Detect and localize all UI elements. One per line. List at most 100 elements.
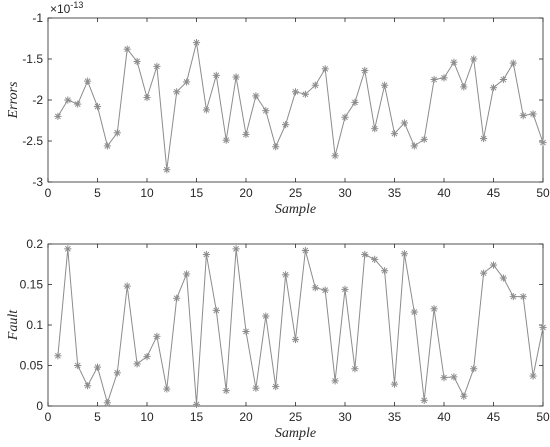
fault-data-point [232, 245, 240, 253]
errors-y-tick-label: -3 [32, 175, 43, 189]
errors-data-point [301, 90, 309, 98]
fault-x-tick-label: 5 [94, 410, 101, 424]
errors-data-point [311, 81, 319, 89]
errors-data-point [371, 125, 379, 133]
fault-data-point [450, 373, 458, 381]
fault-data-point [262, 312, 270, 320]
fault-data-point [272, 382, 280, 391]
errors-data-point [361, 66, 369, 75]
fault-x-tick-label: 15 [190, 410, 204, 424]
fault-data-point [361, 250, 369, 259]
fault-data-point [470, 365, 478, 373]
errors-data-point [351, 98, 359, 107]
fault-y-tick-label: 0.1 [26, 318, 43, 332]
errors-data-point [103, 142, 111, 150]
errors-data-point [410, 142, 418, 150]
fault-data-point [430, 305, 438, 313]
fault-data-point [212, 306, 220, 315]
errors-data-point [470, 55, 478, 63]
errors-data-point [460, 83, 468, 91]
errors-x-tick-label: 15 [190, 186, 204, 200]
fault-x-axis-label: Sample [275, 426, 316, 441]
errors-y-tick-label: -2 [32, 93, 43, 107]
errors-data-point [321, 65, 329, 73]
fault-x-tick-label: 10 [140, 410, 154, 424]
errors-x-tick-label: 25 [289, 186, 303, 200]
errors-data-point [202, 106, 210, 114]
fault-data-point [202, 250, 210, 259]
fault-x-tick-label: 20 [239, 410, 253, 424]
errors-data-point [113, 129, 121, 137]
fault-data-point [400, 250, 408, 258]
errors-data-point [489, 84, 498, 92]
fault-data-point [282, 271, 290, 279]
errors-data-point [192, 39, 201, 47]
errors-data-point [509, 59, 517, 67]
errors-data-point [232, 73, 240, 81]
errors-data-point [381, 81, 389, 89]
fault-y-tick-label: 0.2 [26, 237, 43, 251]
fault-panel: 0 5 10 15 20 25 30 35 40 45 50 0 0.05 0.1 0.15 0.2 Sampl… [6, 237, 550, 441]
fault-data-point [291, 335, 300, 344]
fault-y-tick-label: 0 [36, 399, 43, 413]
fault-data-point [480, 269, 488, 277]
fault-data-point [440, 374, 448, 382]
errors-data-point [212, 71, 220, 79]
errors-x-tick-label: 35 [388, 186, 402, 200]
errors-data-point [163, 166, 171, 174]
errors-data-point [291, 88, 300, 96]
fault-data-point [539, 323, 547, 332]
errors-data-point [133, 57, 141, 66]
errors-data-point [153, 62, 161, 70]
fault-data-point [173, 294, 181, 302]
errors-series-line [57, 42, 544, 170]
fault-data-point [311, 284, 319, 292]
errors-data-point [262, 107, 270, 115]
fault-x-tick-label: 50 [536, 410, 550, 424]
fault-data-point [390, 380, 399, 388]
fault-data-point [331, 377, 339, 385]
fault-data-point [54, 352, 62, 360]
errors-data-point [74, 100, 82, 108]
errors-data-point [64, 96, 72, 104]
fault-x-tick-label: 25 [289, 410, 303, 424]
errors-data-point [480, 134, 488, 143]
errors-x-tick-label: 5 [94, 186, 101, 200]
fault-x-tick-label: 45 [487, 410, 501, 424]
errors-data-point [341, 113, 349, 121]
fault-data-point [153, 332, 161, 340]
errors-x-tick-label: 20 [239, 186, 253, 200]
errors-data-point [143, 93, 151, 102]
fault-x-tick-label: 30 [338, 410, 352, 424]
fault-data-point [103, 399, 111, 407]
errors-x-tick-label: 0 [45, 186, 52, 200]
fault-data-point [242, 327, 250, 336]
fault-data-point [499, 274, 507, 282]
fault-y-tick-label: 0.05 [20, 359, 44, 373]
fault-data-point [143, 352, 151, 361]
errors-data-point [173, 88, 181, 96]
errors-y-tick-label: -2.5 [22, 134, 43, 148]
fault-data-point [371, 255, 379, 263]
fault-data-point [460, 392, 468, 400]
fault-data-point [301, 246, 309, 255]
errors-data-point [272, 143, 280, 151]
fault-y-tick-label: 0.15 [20, 278, 44, 292]
errors-data-point [539, 139, 547, 147]
fault-data-point [113, 369, 121, 377]
errors-x-tick-label: 45 [487, 186, 501, 200]
fault-series-line [57, 248, 544, 405]
errors-panel: 0 5 10 15 20 25 30 35 40 45 50 -3 -2.5 -2 -1.5 -1 ×10-13… [6, 0, 550, 217]
errors-data-point [440, 74, 448, 82]
errors-data-point [93, 102, 102, 111]
errors-data-point [400, 119, 408, 127]
fault-data-point [509, 293, 517, 301]
errors-data-point [123, 45, 131, 53]
errors-data-point [430, 75, 438, 84]
errors-data-point [282, 121, 290, 129]
fault-y-axis-label: Fault [6, 309, 21, 341]
errors-data-point [499, 75, 507, 84]
errors-data-point [529, 110, 537, 118]
errors-data-point [54, 112, 62, 120]
